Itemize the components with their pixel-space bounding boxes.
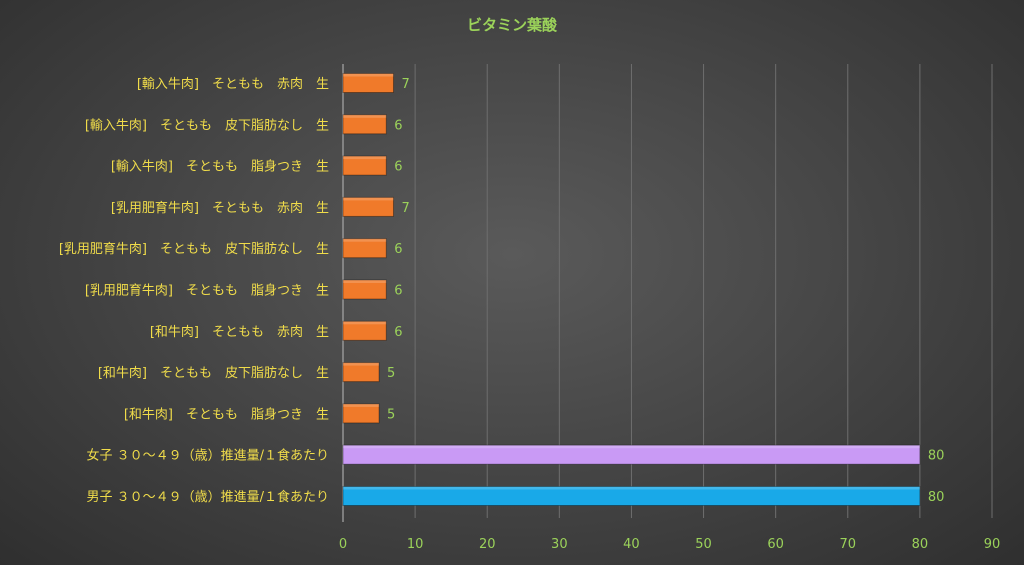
chart-title: ビタミン葉酸 [466, 16, 557, 34]
category-label: 男子 ３０～４９（歳）推進量/１食あたり [86, 489, 329, 505]
category-label: [輸入牛肉] そともも 脂身つき 生 [111, 159, 329, 175]
bar [342, 403, 380, 424]
data-label: 6 [394, 284, 402, 299]
category-label: [輸入牛肉] そともも 皮下脂肪なし 生 [85, 117, 329, 133]
category-label: [和牛肉] そともも 赤肉 生 [150, 325, 329, 340]
data-label: 6 [394, 160, 402, 175]
data-label: 6 [394, 118, 402, 133]
bar [342, 486, 921, 506]
bar-highlight [343, 445, 920, 449]
bar-highlight [343, 156, 387, 160]
data-label: 80 [928, 449, 945, 464]
bar [342, 196, 394, 217]
data-label: 6 [394, 242, 402, 257]
x-tick-label: 20 [479, 537, 496, 552]
x-tick-label: 80 [912, 537, 929, 552]
category-label: 女子 ３０～４９（歳）推進量/１食あたり [86, 448, 329, 464]
bar [342, 114, 387, 135]
x-tick-label: 60 [767, 537, 784, 552]
bar-highlight [343, 280, 387, 283]
bar-highlight [343, 73, 394, 77]
data-label: 7 [401, 77, 409, 92]
bar [342, 238, 387, 259]
category-label: [乳用肥育牛肉] そともも 皮下脂肪なし 生 [59, 241, 329, 257]
x-tick-label: 50 [695, 537, 712, 552]
bar [342, 362, 380, 383]
x-tick-label: 90 [984, 537, 1001, 552]
category-label: [和牛肉] そともも 皮下脂肪なし 生 [98, 365, 329, 381]
bar-highlight [343, 486, 920, 490]
bar-highlight [343, 321, 387, 325]
bar [342, 279, 387, 300]
bar-highlight [343, 403, 380, 407]
x-tick-label: 0 [339, 537, 347, 552]
data-label: 5 [387, 366, 395, 381]
bar [342, 73, 394, 93]
x-tick-label: 10 [407, 537, 424, 552]
category-label: [乳用肥育牛肉] そともも 脂身つき 生 [85, 283, 329, 299]
data-label: 6 [394, 325, 402, 340]
data-label: 7 [401, 201, 409, 216]
bar-highlight [343, 362, 380, 366]
bar-highlight [343, 238, 387, 242]
bar-highlight [343, 114, 387, 118]
bar [342, 444, 921, 465]
x-tick-label: 40 [623, 537, 640, 552]
x-tick-label: 70 [840, 537, 857, 552]
category-label: [乳用肥育牛肉] そともも 赤肉 生 [111, 200, 329, 216]
x-tick-label: 30 [551, 537, 568, 552]
category-label: [輸入牛肉] そともも 赤肉 生 [137, 77, 329, 92]
data-label: 80 [928, 490, 945, 505]
bar [342, 155, 387, 176]
data-label: 5 [387, 407, 395, 422]
category-label: [和牛肉] そともも 脂身つき 生 [124, 406, 329, 422]
bar [342, 320, 387, 341]
bar-highlight [343, 197, 394, 201]
